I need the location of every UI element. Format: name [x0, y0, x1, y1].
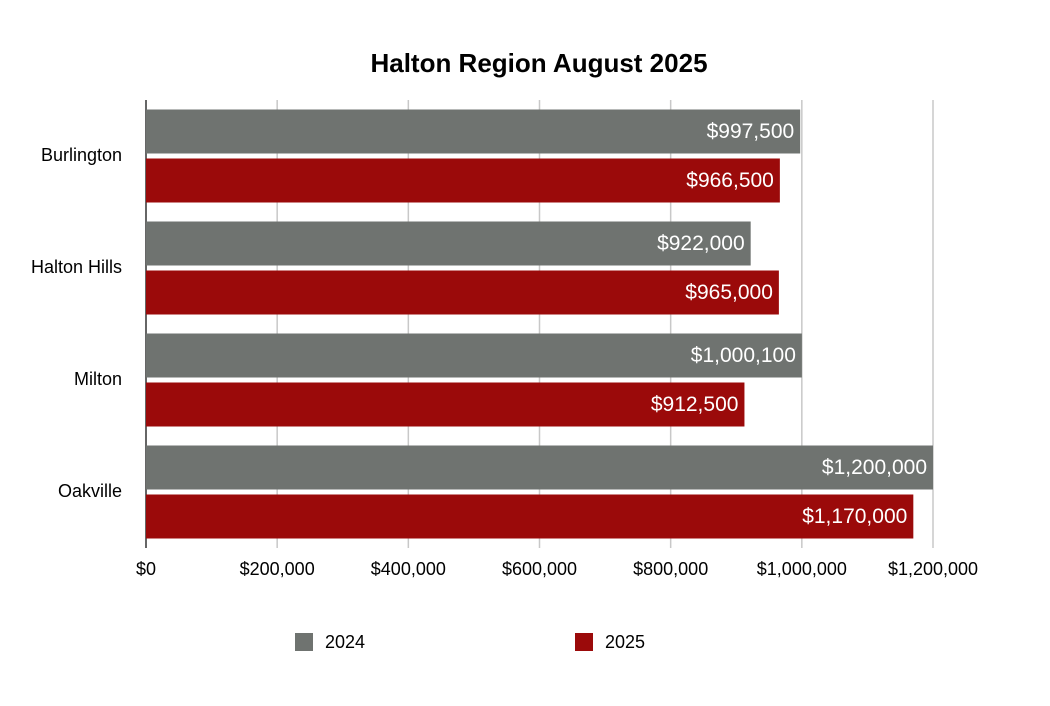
x-tick-label: $0	[136, 559, 156, 579]
legend-label: 2024	[325, 632, 365, 652]
y-tick-label: Burlington	[41, 145, 122, 165]
value-label: $1,170,000	[802, 505, 907, 528]
bar	[146, 494, 914, 539]
value-label: $1,200,000	[822, 456, 927, 479]
x-tick-label: $400,000	[371, 559, 446, 579]
value-label: $912,500	[651, 393, 739, 416]
x-tick-label: $1,200,000	[888, 559, 978, 579]
y-tick-label: Halton Hills	[31, 257, 122, 277]
value-label: $922,000	[657, 232, 745, 255]
bar	[146, 109, 801, 154]
legend-label: 2025	[605, 632, 645, 652]
x-tick-label: $1,000,000	[757, 559, 847, 579]
chart-title: Halton Region August 2025	[370, 48, 707, 78]
legend-swatch	[295, 633, 313, 651]
x-tick-label: $800,000	[633, 559, 708, 579]
bar	[146, 333, 802, 378]
value-label: $997,500	[707, 120, 795, 143]
bar	[146, 445, 933, 490]
value-label: $966,500	[686, 169, 774, 192]
bar	[146, 270, 779, 315]
x-tick-label: $200,000	[240, 559, 315, 579]
bar	[146, 221, 751, 266]
x-tick-label: $600,000	[502, 559, 577, 579]
y-tick-label: Milton	[74, 369, 122, 389]
legend-swatch	[575, 633, 593, 651]
value-label: $1,000,100	[691, 344, 796, 367]
bar	[146, 158, 780, 203]
bar	[146, 382, 745, 427]
value-label: $965,000	[685, 281, 773, 304]
y-tick-label: Oakville	[58, 481, 122, 501]
